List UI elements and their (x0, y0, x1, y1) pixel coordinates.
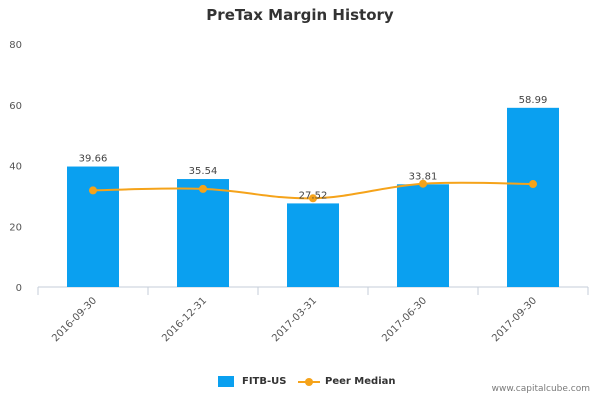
legend-label-line: Peer Median (325, 375, 396, 387)
peer-median-point (199, 184, 207, 193)
chart-title: PreTax Margin History (206, 6, 394, 24)
peer-median-point (309, 194, 317, 203)
bar-value-label: 33.81 (409, 171, 438, 182)
bar-value-label: 35.54 (189, 166, 218, 177)
data-labels: 39.66 35.54 27.52 33.81 58.99 (79, 95, 548, 202)
y-tick-label: 20 (9, 222, 22, 233)
legend-label-bar: FITB-US (242, 375, 287, 387)
x-tick-label: 2016-09-30 (50, 295, 99, 344)
legend-bar-swatch (218, 375, 234, 387)
x-axis: 2016-09-30 2016-12-31 2017-03-31 2017-06-30… (37, 286, 589, 344)
x-tick-label: 2017-06-30 (380, 295, 429, 344)
legend-item-bar[interactable]: FITB-US (218, 373, 286, 389)
bar (67, 166, 119, 287)
bar-value-label: 27.52 (299, 190, 328, 201)
bar (507, 107, 559, 287)
y-tick-label: 0 (16, 283, 22, 294)
bar-series (67, 107, 559, 287)
x-tick-label: 2016-12-31 (160, 295, 209, 344)
bar (287, 203, 339, 287)
peer-median-point (419, 179, 427, 188)
y-tick-label: 60 (9, 101, 22, 112)
x-tick-label: 2017-03-31 (270, 295, 319, 344)
y-tick-label: 40 (9, 162, 22, 173)
bar-value-label: 58.99 (519, 95, 548, 106)
peer-median-point (529, 180, 537, 189)
bar (397, 184, 449, 287)
peer-median-point (89, 186, 97, 195)
y-tick-label: 80 (9, 40, 22, 51)
line-series (89, 179, 537, 203)
bar-value-label: 39.66 (79, 154, 108, 165)
legend: FITB-US Peer Median (0, 373, 600, 389)
x-tick-label: 2017-09-30 (490, 295, 539, 344)
watermark: www.capitalcube.com (491, 384, 590, 394)
y-axis: 0 20 40 60 80 (9, 40, 22, 294)
bar (177, 179, 229, 287)
legend-line-swatch (298, 376, 320, 387)
legend-item-line[interactable]: Peer Median (298, 373, 396, 389)
